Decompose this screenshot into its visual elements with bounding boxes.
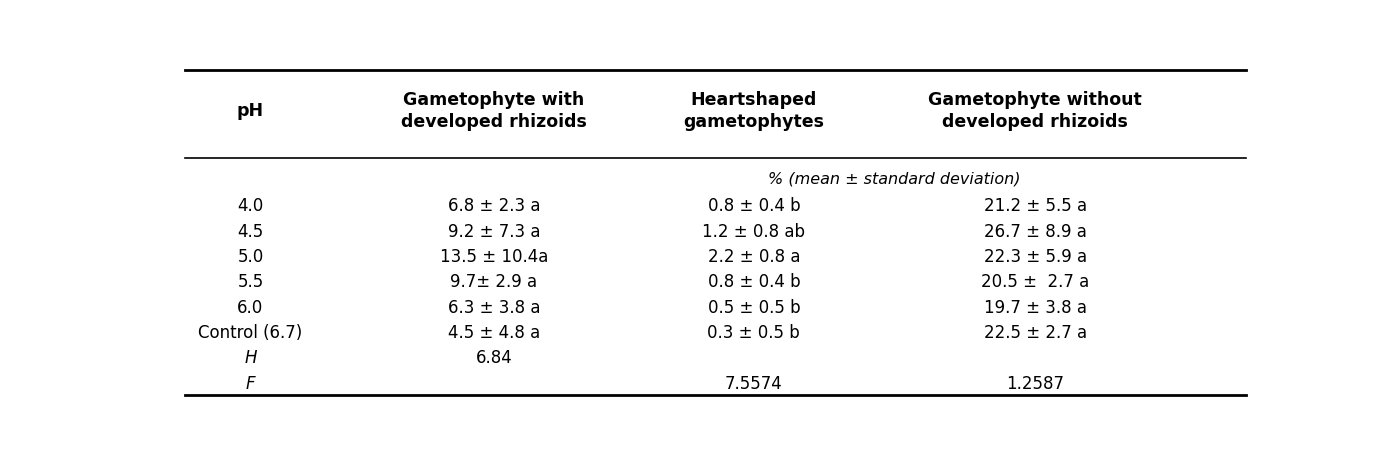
Text: 20.5 ±  2.7 a: 20.5 ± 2.7 a [981,273,1090,291]
Text: 6.3 ± 3.8 a: 6.3 ± 3.8 a [448,299,541,317]
Text: 22.5 ± 2.7 a: 22.5 ± 2.7 a [983,324,1087,342]
Text: 6.8 ± 2.3 a: 6.8 ± 2.3 a [448,198,541,216]
Text: Gametophyte with
developed rhizoids: Gametophyte with developed rhizoids [401,91,587,131]
Text: 2.2 ± 0.8 a: 2.2 ± 0.8 a [708,248,800,266]
Text: 0.5 ± 0.5 b: 0.5 ± 0.5 b [707,299,800,317]
Text: 0.8 ± 0.4 b: 0.8 ± 0.4 b [707,273,800,291]
Text: H: H [244,349,257,367]
Text: Gametophyte without
developed rhizoids: Gametophyte without developed rhizoids [929,91,1143,131]
Text: 13.5 ± 10.4a: 13.5 ± 10.4a [440,248,548,266]
Text: 7.5574: 7.5574 [725,374,782,392]
Text: 6.0: 6.0 [237,299,264,317]
Text: 6.84: 6.84 [475,349,513,367]
Text: 0.3 ± 0.5 b: 0.3 ± 0.5 b [707,324,800,342]
Text: 9.7± 2.9 a: 9.7± 2.9 a [450,273,538,291]
Text: 4.0: 4.0 [237,198,264,216]
Text: 22.3 ± 5.9 a: 22.3 ± 5.9 a [983,248,1087,266]
Text: 21.2 ± 5.5 a: 21.2 ± 5.5 a [983,198,1087,216]
Text: 1.2587: 1.2587 [1006,374,1065,392]
Text: pH: pH [237,102,264,120]
Text: 4.5: 4.5 [237,223,264,241]
Text: % (mean ± standard deviation): % (mean ± standard deviation) [768,171,1021,186]
Text: 5.5: 5.5 [237,273,264,291]
Text: Heartshaped
gametophytes: Heartshaped gametophytes [683,91,824,131]
Text: 19.7 ± 3.8 a: 19.7 ± 3.8 a [983,299,1087,317]
Text: 26.7 ± 8.9 a: 26.7 ± 8.9 a [983,223,1087,241]
Text: 0.8 ± 0.4 b: 0.8 ± 0.4 b [707,198,800,216]
Text: F: F [246,374,256,392]
Text: Control (6.7): Control (6.7) [198,324,303,342]
Text: 1.2 ± 0.8 ab: 1.2 ± 0.8 ab [703,223,805,241]
Text: 4.5 ± 4.8 a: 4.5 ± 4.8 a [448,324,541,342]
Text: 5.0: 5.0 [237,248,264,266]
Text: 9.2 ± 7.3 a: 9.2 ± 7.3 a [448,223,541,241]
